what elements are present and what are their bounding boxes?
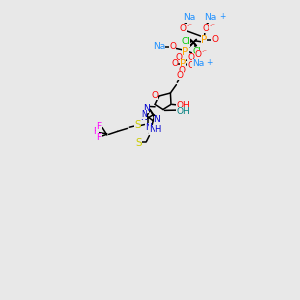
Text: O: O — [211, 35, 218, 44]
Text: N: N — [149, 124, 156, 134]
Text: ·⁻: ·⁻ — [202, 49, 208, 55]
Text: OH: OH — [176, 101, 190, 110]
Text: OH: OH — [176, 107, 190, 116]
Text: ·⁻: ·⁻ — [209, 23, 215, 29]
Text: O: O — [187, 53, 194, 62]
Text: O: O — [178, 66, 186, 75]
Text: F: F — [93, 127, 99, 136]
Text: O: O — [151, 92, 158, 100]
Text: S: S — [134, 120, 141, 130]
Text: O: O — [169, 42, 176, 51]
Text: O: O — [187, 61, 194, 70]
Text: Na: Na — [192, 59, 204, 68]
Text: H: H — [154, 124, 161, 134]
Text: O: O — [202, 24, 209, 33]
Text: N: N — [141, 110, 147, 119]
Text: O: O — [171, 59, 178, 68]
Text: Cl: Cl — [192, 46, 201, 56]
Text: F: F — [96, 122, 102, 131]
Text: P: P — [180, 59, 186, 69]
Text: N: N — [154, 116, 160, 124]
Text: F: F — [96, 133, 102, 142]
Text: S: S — [135, 138, 142, 148]
Text: N: N — [145, 123, 152, 132]
Text: O: O — [179, 24, 187, 33]
Text: ·⁻: ·⁻ — [187, 23, 193, 29]
Text: Na: Na — [204, 14, 216, 22]
Text: +: + — [206, 58, 213, 67]
Text: N: N — [140, 113, 147, 122]
Text: Cl: Cl — [182, 38, 190, 46]
Text: O: O — [176, 71, 184, 80]
Text: +: + — [219, 12, 225, 21]
Text: O: O — [194, 50, 202, 58]
Text: Na: Na — [153, 42, 165, 51]
Text: Na: Na — [183, 14, 195, 22]
Text: ·⁻: ·⁻ — [194, 61, 200, 67]
Text: N: N — [143, 104, 149, 113]
Text: P: P — [182, 46, 188, 57]
Text: O: O — [176, 53, 183, 62]
Text: P: P — [201, 34, 207, 45]
